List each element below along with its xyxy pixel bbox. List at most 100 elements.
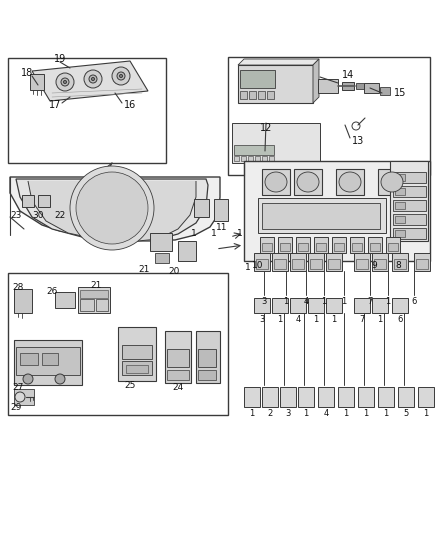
Bar	[393, 200, 426, 211]
Bar	[14, 289, 32, 313]
Text: 1: 1	[313, 314, 318, 324]
Text: 29: 29	[11, 403, 22, 413]
Ellipse shape	[381, 172, 403, 192]
Text: 23: 23	[11, 211, 22, 220]
Bar	[269, 156, 274, 161]
Bar	[350, 237, 364, 253]
Text: 12: 12	[260, 123, 272, 133]
Bar	[416, 259, 428, 269]
Bar	[20, 353, 38, 365]
Text: 27: 27	[12, 384, 24, 392]
Bar	[122, 361, 152, 375]
Bar	[372, 253, 388, 271]
Text: 1: 1	[385, 296, 391, 305]
Bar	[198, 370, 216, 380]
Text: 1: 1	[364, 408, 369, 417]
Text: 1: 1	[378, 314, 383, 324]
Bar	[372, 298, 388, 313]
Text: 8: 8	[395, 261, 401, 270]
Text: 9: 9	[371, 261, 377, 270]
Bar	[8, 58, 166, 163]
Bar	[194, 199, 209, 217]
Text: 3: 3	[285, 408, 291, 417]
Text: 1: 1	[277, 314, 283, 324]
Bar	[118, 327, 156, 381]
Bar	[398, 387, 414, 407]
Bar	[122, 345, 152, 359]
Bar	[393, 214, 426, 225]
Bar	[358, 387, 374, 407]
Bar	[388, 243, 398, 251]
Bar	[378, 169, 406, 195]
Text: 1: 1	[321, 296, 327, 305]
Bar	[262, 169, 290, 195]
Bar	[244, 161, 430, 261]
Text: 4: 4	[304, 296, 309, 305]
Bar	[240, 91, 247, 99]
Circle shape	[70, 166, 154, 250]
Bar	[392, 298, 408, 313]
Bar	[178, 241, 196, 261]
Text: 1: 1	[237, 229, 243, 238]
Bar	[290, 253, 306, 271]
Bar	[316, 243, 326, 251]
Bar	[406, 169, 428, 195]
Bar	[364, 83, 379, 93]
Polygon shape	[16, 179, 208, 241]
Ellipse shape	[297, 172, 319, 192]
Bar	[318, 79, 338, 93]
Ellipse shape	[339, 172, 361, 192]
Text: 1: 1	[249, 408, 254, 417]
Bar	[334, 243, 344, 251]
Bar	[165, 331, 191, 383]
Bar	[394, 259, 406, 269]
Text: 30: 30	[32, 211, 44, 220]
Bar	[80, 299, 94, 311]
Bar	[272, 253, 288, 271]
Bar	[318, 387, 334, 407]
Circle shape	[15, 392, 25, 402]
Text: 1: 1	[211, 229, 217, 238]
Bar	[8, 273, 228, 415]
Circle shape	[76, 172, 148, 244]
Bar	[352, 243, 362, 251]
Text: 1: 1	[332, 314, 337, 324]
Bar	[262, 156, 267, 161]
Bar	[167, 349, 189, 367]
Bar	[38, 195, 50, 207]
Text: 14: 14	[342, 70, 354, 80]
Bar	[296, 237, 310, 253]
Bar	[262, 203, 380, 229]
Circle shape	[92, 77, 95, 80]
Bar	[14, 389, 34, 405]
Bar	[272, 298, 288, 313]
Text: 15: 15	[394, 88, 406, 98]
Bar	[418, 387, 434, 407]
Text: 7: 7	[367, 296, 373, 305]
Bar	[258, 198, 386, 233]
Bar	[240, 70, 275, 88]
Bar	[244, 387, 260, 407]
Bar	[393, 172, 426, 183]
Bar	[326, 253, 342, 271]
Bar	[280, 387, 296, 407]
Bar	[390, 161, 428, 241]
Bar	[354, 298, 370, 313]
Bar	[232, 123, 320, 163]
Text: 3: 3	[259, 314, 265, 324]
Text: 19: 19	[54, 54, 66, 64]
Ellipse shape	[265, 172, 287, 192]
Circle shape	[23, 374, 33, 384]
Bar	[368, 237, 382, 253]
Bar	[238, 65, 313, 103]
Text: 6: 6	[397, 314, 403, 324]
Bar	[42, 353, 58, 365]
Text: 1: 1	[245, 262, 251, 271]
Text: 25: 25	[124, 381, 136, 390]
Bar	[234, 156, 239, 161]
Bar	[249, 91, 256, 99]
Bar	[393, 228, 426, 239]
Text: 5: 5	[403, 408, 409, 417]
Text: 21: 21	[138, 265, 150, 274]
Bar	[254, 253, 270, 271]
